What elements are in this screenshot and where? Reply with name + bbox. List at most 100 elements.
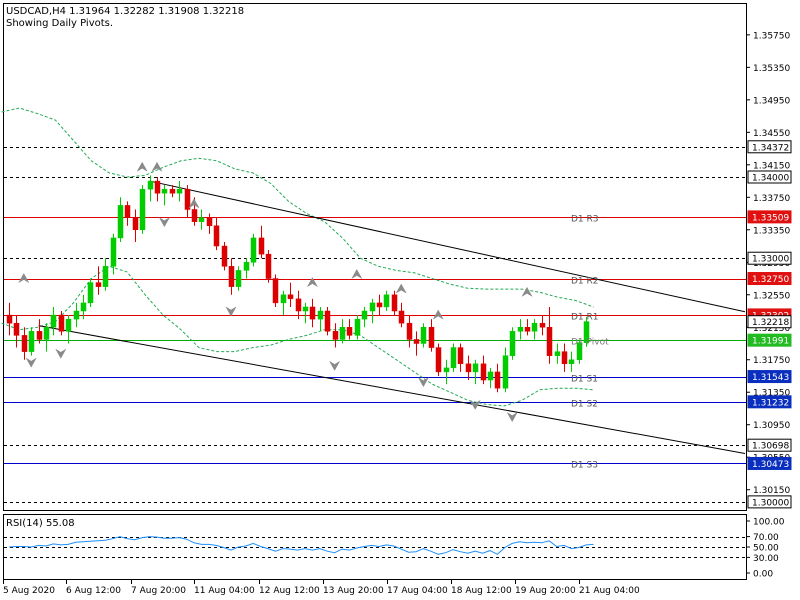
level-price-0-box <box>747 140 792 154</box>
candle-body-49 <box>369 302 376 312</box>
candle-body-66 <box>494 371 501 389</box>
time-tick-label-5: 13 Aug 20:00 <box>323 586 384 596</box>
candle-body-39 <box>295 298 302 312</box>
candle-body-48 <box>361 310 368 320</box>
candle-body-77 <box>576 342 583 360</box>
main-plot-frame <box>3 3 747 511</box>
candle-body-74 <box>554 351 561 356</box>
candle-body-59 <box>443 367 450 373</box>
price-tick-label-11: 1.31350 <box>753 389 790 399</box>
price-tick-label-9: 1.32150 <box>753 324 790 334</box>
candle-body-52 <box>391 294 398 312</box>
price-tick-label-8: 1.32550 <box>753 291 790 301</box>
candle-body-7 <box>58 314 65 332</box>
candle-body-55 <box>413 339 420 344</box>
level-price-3-box <box>747 251 792 265</box>
candle-body-40 <box>302 306 309 312</box>
rsi-tick-label-2: 50.00 <box>753 544 779 554</box>
fractal-up-2 <box>151 161 163 172</box>
level-price-2-box <box>747 210 792 224</box>
candle-body-43 <box>324 310 331 332</box>
candle-body-2 <box>21 335 28 352</box>
candle-body-46 <box>346 327 353 336</box>
price-tick-label-1: 1.35350 <box>753 64 790 74</box>
candle-body-70 <box>524 327 531 332</box>
rsi-tick-label-3: 30.00 <box>753 554 779 564</box>
level-price-6-box <box>747 333 792 347</box>
candle-body-14 <box>110 237 117 267</box>
level-price-1-label: 1.34000 <box>752 173 789 183</box>
envelope-lower <box>1 265 594 407</box>
candle-body-4 <box>36 331 43 340</box>
rsi-title: RSI(14) 55.08 <box>6 518 75 529</box>
channel-top-line <box>149 180 746 313</box>
candle-body-63 <box>472 363 479 373</box>
level-price-2-label: 1.33509 <box>752 213 789 223</box>
level-label-8: D1 S2 <box>571 400 598 410</box>
time-tick-label-1: 6 Aug 12:00 <box>66 586 121 596</box>
fractal-down-2 <box>158 216 171 228</box>
candle-body-28 <box>213 225 220 247</box>
candle-body-38 <box>287 294 294 300</box>
candle-body-57 <box>428 327 435 348</box>
time-tick-label-6: 17 Aug 04:00 <box>387 586 448 596</box>
time-tick-label-2: 7 Aug 20:00 <box>131 586 186 596</box>
level-price-6-label: 1.31991 <box>752 337 789 347</box>
candle-body-53 <box>398 310 405 324</box>
price-boxes: 1.343721.340001.335091.330001.327501.323… <box>747 140 792 509</box>
candle-body-50 <box>376 302 383 308</box>
fractal-down-5 <box>417 376 430 388</box>
level-price-8-label: 1.31232 <box>752 398 789 408</box>
candle-body-11 <box>87 282 94 304</box>
candle-body-68 <box>509 331 516 356</box>
candle-body-17 <box>132 217 139 231</box>
trend-channel <box>38 180 746 454</box>
fractal-down-7 <box>506 411 518 423</box>
candle-body-8 <box>65 318 72 332</box>
candle-body-76 <box>568 359 575 365</box>
level-price-1-box <box>747 170 792 184</box>
chart-header-quote: USDCAD,H4 1.31964 1.32282 1.31908 1.3221… <box>6 6 244 17</box>
candle-body-30 <box>228 266 235 287</box>
fractal-up-0 <box>18 273 30 284</box>
candle-body-31 <box>235 270 242 287</box>
candle-body-47 <box>354 318 361 336</box>
candle-body-18 <box>139 188 146 231</box>
level-price-8-box <box>747 395 792 409</box>
candle-body-35 <box>265 253 272 279</box>
level-price-4-box <box>747 272 792 286</box>
level-price-10-box <box>747 456 792 470</box>
price-tick-label-3: 1.34550 <box>753 129 790 139</box>
candle-body-34 <box>258 237 265 255</box>
candle-body-51 <box>383 294 390 308</box>
pivot-level-lines <box>4 147 746 503</box>
candle-body-29 <box>221 245 228 267</box>
rsi-tick-label-4: 0.00 <box>753 570 773 580</box>
channel-bottom-line <box>38 325 746 454</box>
level-price-11-box <box>747 495 792 509</box>
candle-body-42 <box>317 310 324 320</box>
candle-body-24 <box>184 188 191 210</box>
envelope-bands <box>1 107 594 407</box>
price-tick-label-4: 1.34150 <box>753 161 790 171</box>
candle-body-25 <box>191 209 198 222</box>
candle-body-10 <box>80 302 87 312</box>
rsi-tick-label-0: 100.00 <box>753 518 785 528</box>
level-label-2: D1 R3 <box>571 215 599 225</box>
fractal-down-1 <box>55 348 67 359</box>
candle-body-3 <box>28 331 35 352</box>
candle-body-73 <box>546 327 553 356</box>
candle-body-6 <box>50 314 57 328</box>
time-tick-label-8: 19 Aug 20:00 <box>515 586 576 596</box>
level-price-3-label: 1.33000 <box>752 255 789 265</box>
price-tick-label-0: 1.35750 <box>753 31 790 41</box>
candle-body-56 <box>420 327 427 344</box>
candle-body-65 <box>487 371 494 381</box>
current-price-label: 1.32218 <box>752 318 789 328</box>
candle-body-37 <box>280 294 287 304</box>
time-tick-label-3: 11 Aug 04:00 <box>194 586 255 596</box>
candle-body-64 <box>480 363 487 381</box>
rsi-tick-label-1: 70.00 <box>753 533 779 543</box>
level-price-7-label: 1.31543 <box>752 373 789 383</box>
fractal-up-3 <box>188 198 200 209</box>
